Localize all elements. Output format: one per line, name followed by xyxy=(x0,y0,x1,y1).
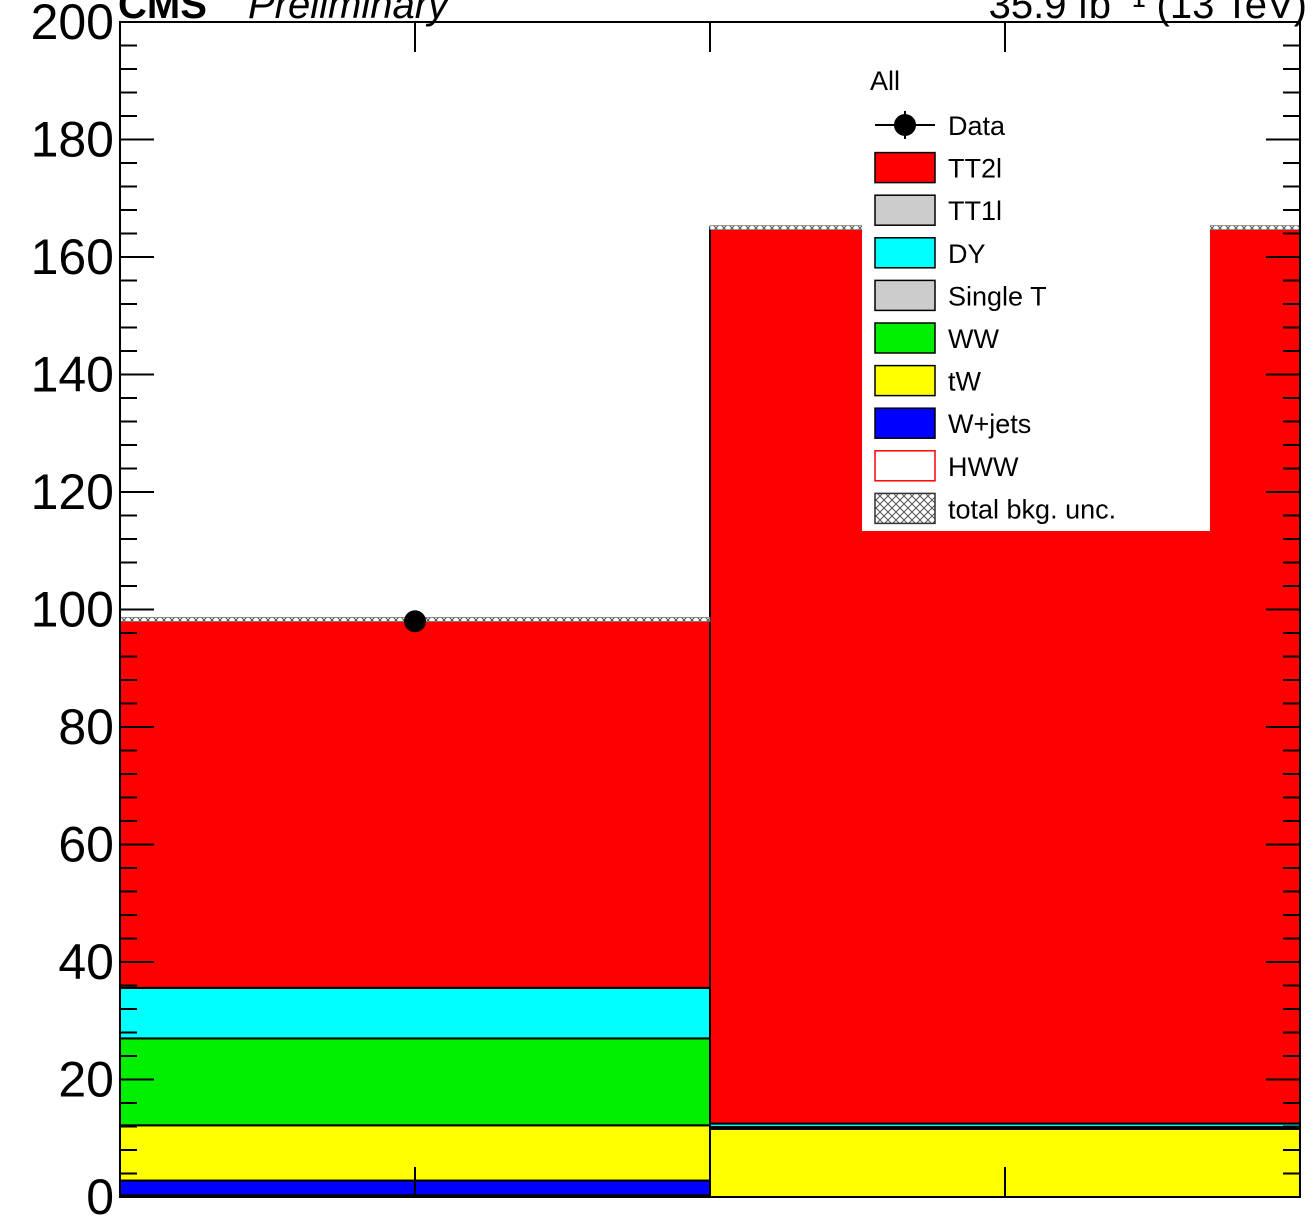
legend-label: TT1l xyxy=(948,196,1002,226)
y-tick-label: 120 xyxy=(31,464,114,520)
cms-label: CMS xyxy=(118,0,207,27)
bar-dy-bin-1 xyxy=(119,986,711,1040)
y-tick-label: 40 xyxy=(58,934,114,990)
y-tick-label: 80 xyxy=(58,699,114,755)
y-tick-label: 180 xyxy=(31,112,114,168)
legend-swatch xyxy=(874,322,936,354)
legend-entry-dy: DY xyxy=(874,237,986,269)
y-tick-label: 20 xyxy=(58,1052,114,1108)
legend-swatch xyxy=(874,237,936,269)
legend-entry-tt2l: TT2l xyxy=(874,151,1002,184)
legend-label: total bkg. unc. xyxy=(948,494,1116,524)
legend-entry-tw: tW xyxy=(874,364,982,397)
y-tick-label: 160 xyxy=(31,229,114,285)
legend-swatch xyxy=(874,492,936,525)
y-tick-label: 60 xyxy=(58,817,114,873)
legend-entry-single-t: Single T xyxy=(874,279,1047,312)
legend-swatch xyxy=(874,450,936,482)
legend-label: Data xyxy=(948,111,1006,141)
luminosity-label: 35.9 fb⁻¹ (13 TeV) xyxy=(988,0,1307,27)
legend-swatch xyxy=(874,279,936,312)
legend-swatch xyxy=(874,364,936,397)
legend-entry-total-bkg-unc: total bkg. unc. xyxy=(874,492,1116,525)
legend-label: W+jets xyxy=(948,409,1031,439)
legend-label: HWW xyxy=(948,452,1019,482)
y-tick-label: 140 xyxy=(31,347,114,403)
legend-swatch xyxy=(874,151,936,184)
legend-swatch xyxy=(874,194,936,226)
legend-swatch xyxy=(874,407,936,439)
legend-entry-data: Data xyxy=(875,111,1006,141)
legend-label: TT2l xyxy=(948,154,1002,184)
bar-ww-bin-1 xyxy=(119,1037,711,1127)
legend-entry-hww: HWW xyxy=(874,450,1019,482)
preliminary-label: Preliminary xyxy=(248,0,449,27)
y-tick-label: 0 xyxy=(86,1169,114,1225)
legend-label: Single T xyxy=(948,281,1047,311)
legend-label: tW xyxy=(948,367,982,397)
y-tick-label: 100 xyxy=(31,582,114,638)
bar-tt2l-bin-1 xyxy=(119,618,711,989)
legend-entry-ww: WW xyxy=(874,322,999,354)
legend-entry-w-jets: W+jets xyxy=(874,407,1031,439)
y-tick-label: 200 xyxy=(31,0,114,50)
legend-entry-tt1l: TT1l xyxy=(874,194,1002,226)
legend-label: DY xyxy=(948,239,986,269)
legend-title: All xyxy=(870,66,900,96)
legend-marker xyxy=(894,114,916,136)
data-point-bin-1 xyxy=(404,610,426,633)
legend-label: WW xyxy=(948,324,999,354)
